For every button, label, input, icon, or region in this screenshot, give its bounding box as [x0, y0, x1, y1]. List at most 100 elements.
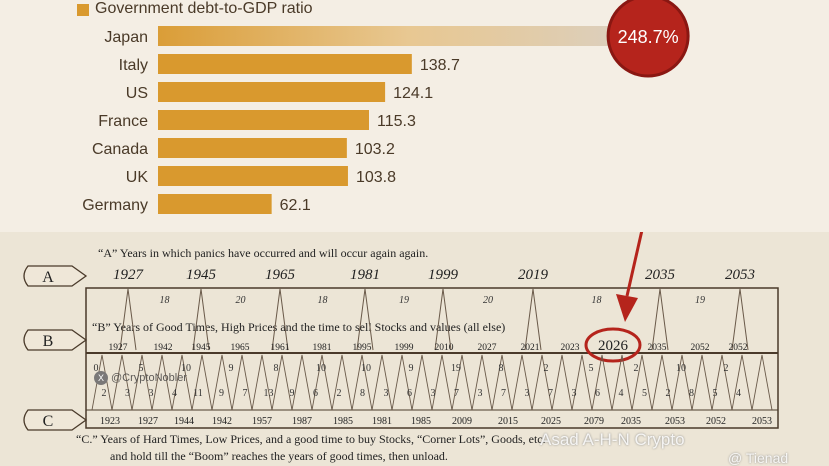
cycle-triangle	[311, 354, 333, 411]
mid-number-lower: 13	[264, 388, 274, 399]
panic-peak	[651, 288, 669, 351]
panic-peak	[192, 288, 210, 351]
cycle-triangle	[91, 354, 113, 411]
mid-number-upper: 8	[274, 363, 279, 374]
cycle-triangle	[651, 354, 673, 411]
bar-value-label: 138.7	[420, 57, 460, 74]
mid-number-lower: 3	[125, 388, 130, 399]
mid-number-lower: 2	[102, 388, 107, 399]
panic-year: 1981	[350, 267, 380, 283]
mid-number-lower: 3	[149, 388, 154, 399]
panic-interval: 20	[483, 295, 493, 306]
cycle-triangle	[631, 354, 653, 411]
panic-note: “A” Years in which panics have occurred …	[98, 246, 428, 260]
hard-times-note-line2: and hold till the “Boom” reaches the yea…	[110, 449, 448, 463]
good-times-year: 1995	[353, 343, 372, 353]
good-times-year: 2021	[521, 343, 540, 353]
good-times-year: 1965	[231, 343, 250, 353]
bar-category-label: Canada	[92, 141, 148, 158]
bar-value-label: 124.1	[393, 85, 433, 102]
panic-pointer	[23, 265, 88, 287]
mid-number-upper: 5	[139, 363, 144, 374]
mid-number-upper: 10	[361, 363, 371, 374]
cycle-frame	[85, 287, 779, 429]
cycle-triangle	[751, 354, 773, 411]
watermark-handle-group: X @CryptoNobler	[94, 371, 187, 385]
hard-times-year: 2053	[752, 416, 772, 427]
panic-year: 2035	[645, 267, 676, 283]
panic-interval: 20	[236, 295, 246, 306]
hard-times-year: 1944	[174, 416, 194, 427]
cycle-triangle	[691, 354, 713, 411]
good-times-year: 1981	[313, 343, 332, 353]
mid-number-lower: 5	[713, 388, 718, 399]
cycle-triangle	[351, 354, 373, 411]
good-times-year: 1942	[154, 343, 173, 353]
hard-times-year: 2015	[498, 416, 518, 427]
hard-times-year: 1985	[411, 416, 431, 427]
bar-chart-svg: Japan 248.7% Italy 138.7 US 124.1 France 115.3 C…	[82, 0, 690, 214]
highlight-circle	[606, 0, 690, 78]
cycle-triangle	[571, 354, 593, 411]
panic-interval: 18	[318, 295, 328, 306]
hard-times-year: 1987	[292, 416, 312, 427]
mid-number-lower: 2	[666, 388, 671, 399]
hard-times-year: 2025	[541, 416, 561, 427]
cycle-triangle	[331, 354, 353, 411]
hard-times-year: 2079	[584, 416, 604, 427]
mid-number-lower: 3	[525, 388, 530, 399]
panic-interval: 18	[592, 295, 602, 306]
hard-times-pointer	[23, 409, 88, 431]
bar-value-label: 62.1	[280, 197, 311, 214]
mid-number-lower: 3	[572, 388, 577, 399]
watermark-tag: @ Tienad	[728, 450, 789, 466]
cycle-triangle	[371, 354, 393, 411]
good-times-pointer	[23, 329, 88, 351]
mid-number-lower: 7	[501, 388, 506, 399]
mid-number-lower: 11	[193, 388, 203, 399]
cycle-chart-svg: A B C “A” Years in which panics have occurr…	[23, 232, 779, 463]
cycle-triangle	[251, 354, 273, 411]
x-logo-icon: X	[94, 371, 108, 385]
hard-times-marker: C	[43, 413, 54, 430]
bar	[158, 166, 348, 186]
bar	[158, 110, 369, 130]
bar-category-label: UK	[126, 169, 149, 186]
hard-times-year: 1981	[372, 416, 392, 427]
bar-value-label: 103.2	[355, 141, 395, 158]
highlight-year-circle	[584, 327, 642, 363]
mid-number-lower: 8	[360, 388, 365, 399]
cycle-triangle	[111, 354, 133, 411]
bar	[158, 194, 272, 214]
cycle-triangle	[471, 354, 493, 411]
cycle-triangle	[711, 354, 733, 411]
mid-number-upper: 10	[316, 363, 326, 374]
mid-number-lower: 6	[407, 388, 412, 399]
cycle-triangle	[551, 354, 573, 411]
good-times-note: “B” Years of Good Times, High Prices and…	[92, 320, 505, 334]
mid-number-lower: 7	[454, 388, 459, 399]
good-times-year: 1927	[109, 343, 128, 353]
bar-category-label: Italy	[119, 57, 148, 74]
mid-number-lower: 3	[431, 388, 436, 399]
mid-number-lower: 5	[642, 388, 647, 399]
cycle-triangle	[151, 354, 173, 411]
cycle-triangle	[431, 354, 453, 411]
hard-times-note-line1: “C.” Years of Hard Times, Low Prices, an…	[76, 432, 546, 446]
good-times-year: 1961	[271, 343, 290, 353]
panic-year: 2053	[725, 267, 755, 283]
panic-interval: 19	[399, 295, 409, 306]
good-times-year: 2027	[478, 343, 497, 353]
cycle-triangle	[231, 354, 253, 411]
mid-number-upper: 2	[544, 363, 549, 374]
hard-times-year: 1927	[138, 416, 158, 427]
hard-times-year: 2052	[706, 416, 726, 427]
highlight-year: 2026	[598, 338, 629, 354]
cycle-triangle	[131, 354, 153, 411]
mid-number-upper: 8	[499, 363, 504, 374]
bar	[158, 26, 614, 46]
cycle-triangle	[271, 354, 293, 411]
cycle-triangle	[451, 354, 473, 411]
cycle-triangle	[211, 354, 233, 411]
panic-year: 1965	[265, 267, 296, 283]
